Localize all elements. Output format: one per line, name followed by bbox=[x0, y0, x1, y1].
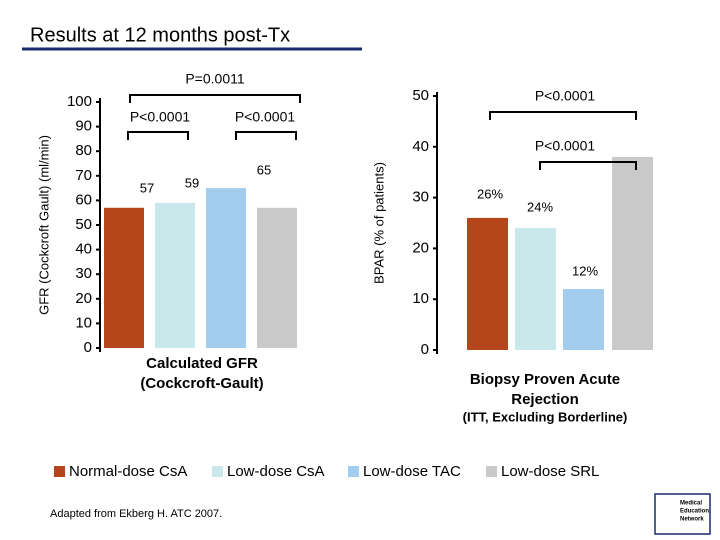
y-tick-label: 30 bbox=[412, 189, 429, 206]
p-value: P<0.0001 bbox=[130, 109, 191, 125]
p-value: P<0.0001 bbox=[235, 109, 296, 125]
y-tick-label: 30 bbox=[75, 265, 92, 282]
y-tick-label: 50 bbox=[412, 87, 429, 104]
x-axis-label: Biopsy Proven Acute bbox=[470, 371, 620, 388]
y-axis-label: GFR (Cockcroft Gault) (ml/min) bbox=[36, 135, 51, 315]
logo-text: Network bbox=[680, 517, 704, 523]
y-tick-label: 90 bbox=[75, 118, 92, 135]
y-tick-label: 40 bbox=[412, 138, 429, 155]
legend-swatch bbox=[54, 466, 65, 477]
y-tick-label: 0 bbox=[421, 341, 429, 358]
x-axis-label: (Cockcroft-Gault) bbox=[140, 375, 263, 392]
p-value: P=0.0011 bbox=[185, 71, 245, 87]
logo-frame bbox=[654, 493, 711, 535]
value-label: 26% bbox=[477, 186, 503, 201]
legend-swatch bbox=[348, 466, 359, 477]
y-tick-label: 70 bbox=[75, 167, 92, 184]
bracket bbox=[235, 131, 297, 140]
y-tick-label: 10 bbox=[412, 290, 429, 307]
y-tick-label: 20 bbox=[412, 239, 429, 256]
x-axis-sublabel: (ITT, Excluding Borderline) bbox=[463, 409, 628, 424]
bar bbox=[206, 188, 246, 348]
value-label: 57 bbox=[140, 180, 154, 195]
bar bbox=[155, 202, 195, 348]
y-tick-label: 60 bbox=[75, 191, 92, 208]
p-value: P<0.0001 bbox=[535, 88, 596, 104]
bracket bbox=[127, 131, 189, 140]
value-label: 12% bbox=[572, 263, 598, 278]
y-axis-label: BPAR (% of patients) bbox=[371, 162, 386, 284]
y-tick-label: 50 bbox=[75, 216, 92, 233]
logo-text: Education bbox=[680, 509, 709, 515]
p-value: P<0.0001 bbox=[535, 138, 596, 154]
x-axis-label: Calculated GFR bbox=[146, 355, 258, 372]
bar bbox=[612, 156, 653, 350]
legend-swatch bbox=[212, 466, 223, 477]
y-tick-label: 80 bbox=[75, 142, 92, 159]
bracket bbox=[489, 111, 637, 120]
legend-label: Normal-dose CsA bbox=[69, 463, 187, 480]
y-tick-label: 20 bbox=[75, 290, 92, 307]
logo: Medical Education Network bbox=[654, 493, 711, 535]
bracket bbox=[129, 94, 301, 103]
x-axis-label: Rejection bbox=[511, 391, 579, 408]
slide-title: Results at 12 months post-Tx bbox=[30, 24, 290, 46]
bar bbox=[104, 207, 144, 348]
value-label: 65 bbox=[257, 162, 271, 177]
y-tick-label: 100 bbox=[67, 93, 92, 110]
y-tick-label: 40 bbox=[75, 241, 92, 258]
bar bbox=[257, 207, 297, 348]
y-tick-label: 0 bbox=[84, 339, 92, 356]
bar bbox=[467, 217, 508, 350]
legend-label: Low-dose TAC bbox=[363, 463, 461, 480]
value-label: 59 bbox=[185, 175, 199, 190]
value-label: 24% bbox=[527, 199, 553, 214]
bar bbox=[515, 228, 556, 350]
legend-label: Low-dose SRL bbox=[501, 463, 599, 480]
bracket bbox=[539, 161, 637, 170]
legend-label: Low-dose CsA bbox=[227, 463, 325, 480]
y-tick-label: 10 bbox=[75, 314, 92, 331]
bar bbox=[563, 289, 604, 350]
footnote: Adapted from Ekberg H. ATC 2007. bbox=[50, 508, 222, 520]
legend-swatch bbox=[486, 466, 497, 477]
logo-text: Medical bbox=[680, 501, 702, 507]
